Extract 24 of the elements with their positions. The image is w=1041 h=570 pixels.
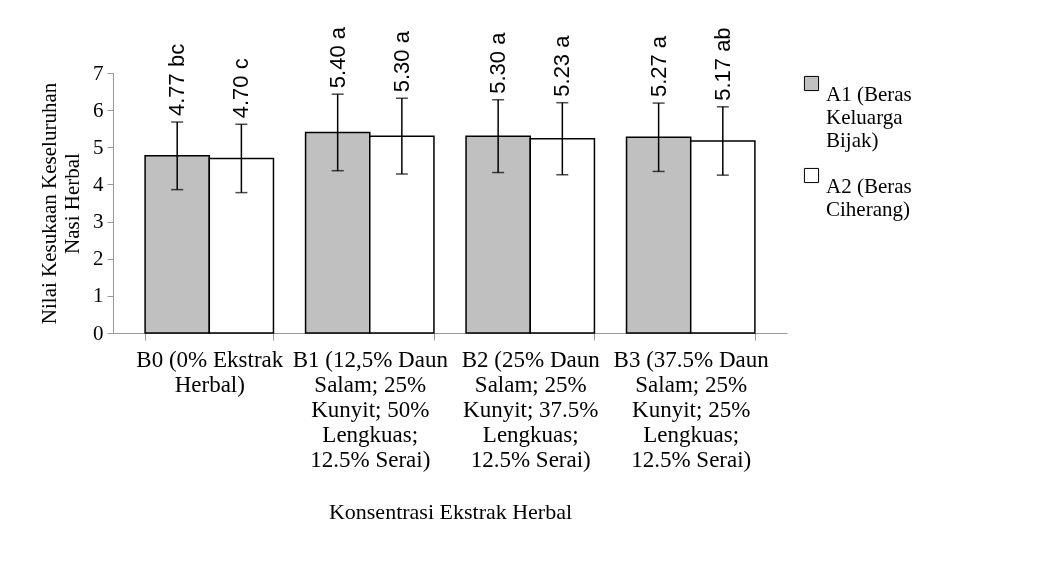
data-label: 4.70 c (228, 58, 254, 119)
data-label: 5.27 a (645, 35, 671, 98)
data-label: 4.77 bc (164, 43, 190, 117)
legend-label: A1 (Beras Keluarga Bijak) (826, 81, 912, 152)
y-tick-label: 3 (93, 209, 104, 234)
data-label: 5.40 a (324, 26, 350, 89)
y-tick-label: 6 (93, 97, 104, 122)
x-tick-label: B2 (25% Daun Salam; 25% Kunyit; 37.5% Lengkuas; 12.5% Serai) (461, 346, 601, 472)
data-label: 5.30 a (485, 31, 511, 94)
x-axis-title: Konsentrasi Ekstrak Herbal (328, 498, 573, 524)
x-tick-label: B1 (12,5% Daun Salam; 25% Kunyit; 50% Lengkuas; 12.5% Serai) (292, 346, 449, 472)
y-tick-label: 2 (93, 246, 104, 271)
x-tick-label: B0 (0% Ekstrak Herbal) (136, 346, 284, 397)
y-tick-label: 5 (93, 134, 104, 159)
legend-label: A2 (Beras Ciherang) (826, 173, 912, 221)
y-tick-label: 7 (93, 60, 104, 85)
y-tick-label: 4 (93, 171, 104, 196)
y-tick-label: 0 (93, 320, 104, 345)
data-label: 5.30 a (388, 30, 414, 93)
x-tick-label: B3 (37.5% Daun Salam; 25% Kunyit; 25% Lengkuas; 12.5% Serai) (613, 346, 770, 472)
data-label: 5.23 a (549, 34, 575, 97)
y-tick-label: 1 (93, 283, 104, 308)
data-label: 5.17 ab (709, 27, 735, 101)
y-axis-title: Nilai Kesukaan Keseluruhan Nasi Herbal (37, 82, 84, 325)
